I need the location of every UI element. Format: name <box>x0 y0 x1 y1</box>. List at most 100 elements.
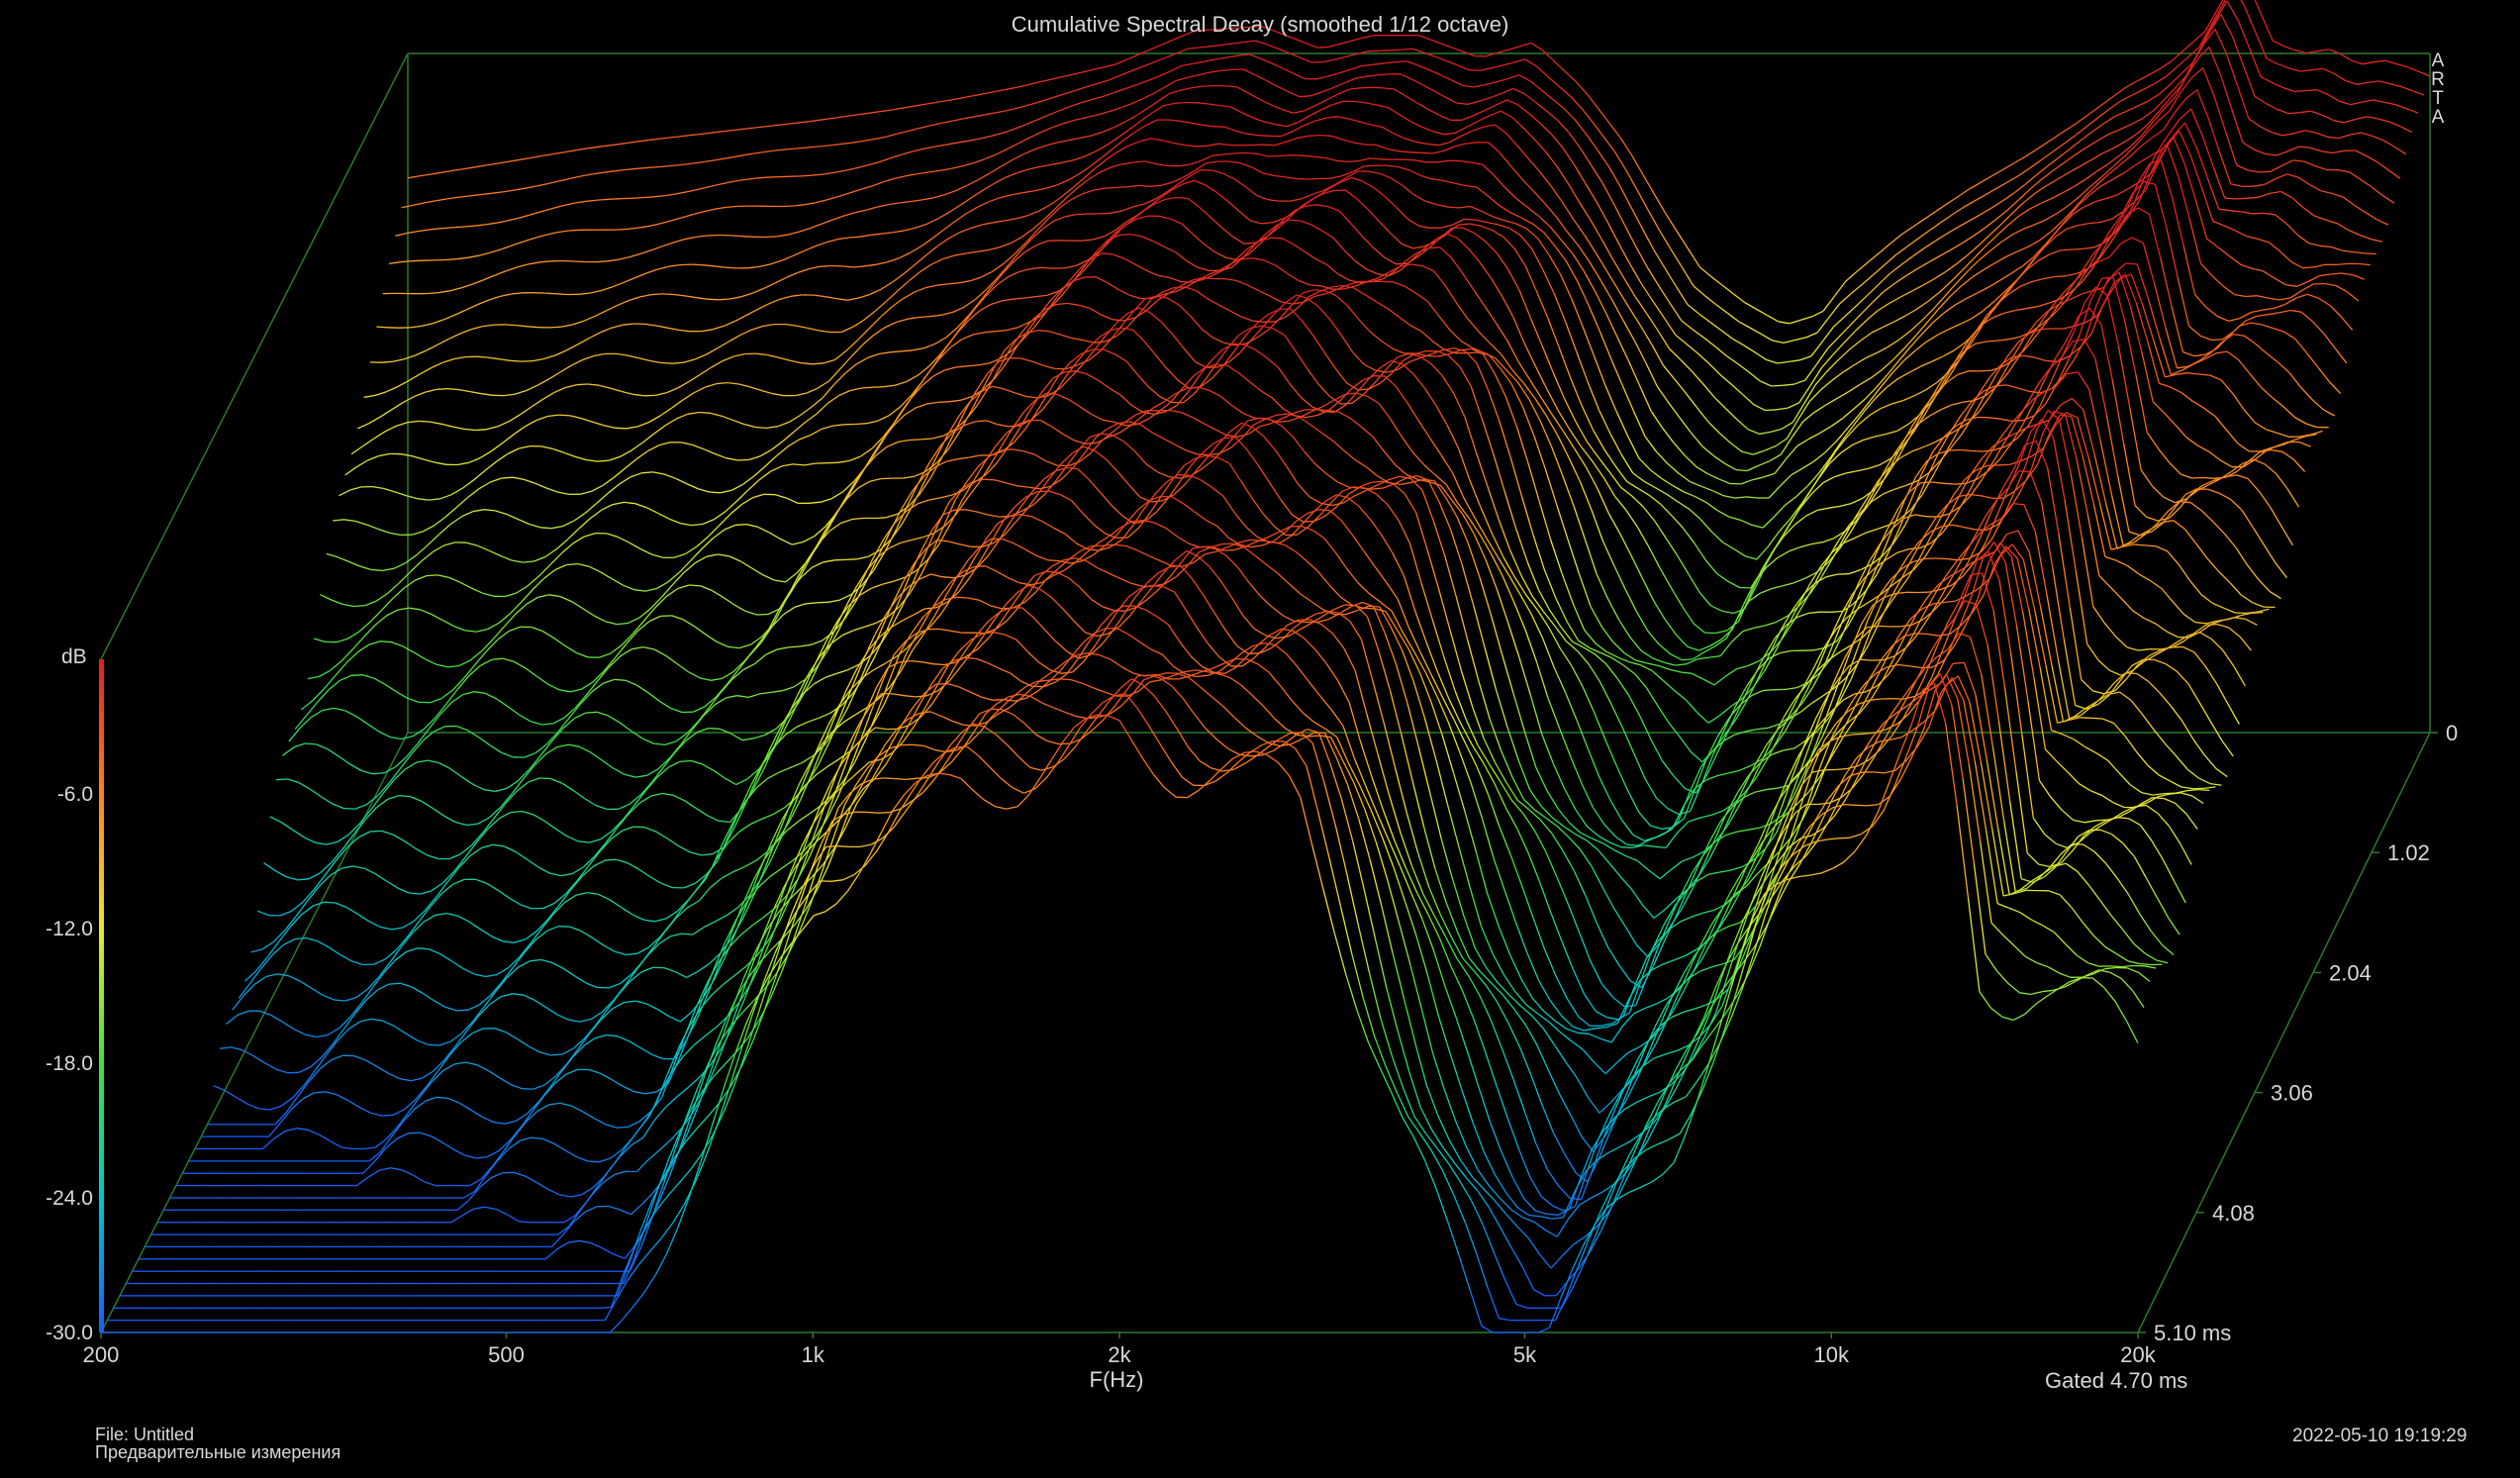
slice-segment <box>732 660 745 673</box>
floor-right-edge <box>2137 732 2431 1333</box>
slice-segment <box>1732 293 1745 304</box>
slice-segment <box>2248 118 2261 128</box>
slice-segment <box>1114 421 1126 427</box>
slice-segment <box>467 254 480 258</box>
slice-segment <box>2259 170 2271 173</box>
slice-segment <box>2314 215 2327 221</box>
slice-segment <box>673 293 686 297</box>
slice-segment <box>1820 551 1833 567</box>
slice-segment <box>1681 320 1694 331</box>
slice-segment <box>1557 435 1570 458</box>
slice-segment <box>809 501 822 504</box>
slice-segment <box>1035 393 1049 413</box>
slice-segment <box>1427 108 1440 116</box>
slice-segment <box>1535 661 1549 699</box>
slice-segment <box>918 125 930 130</box>
slice-segment <box>1351 37 1363 42</box>
slice-segment <box>1527 462 1540 502</box>
slice-segment <box>1790 503 1802 520</box>
slice-segment <box>2204 352 2217 360</box>
slice-segment <box>415 349 428 356</box>
slice-segment <box>2065 272 2078 277</box>
slice-segment <box>1008 270 1019 278</box>
slice-segment <box>1393 133 1405 140</box>
slice-segment <box>1041 394 1055 411</box>
slice-segment <box>343 807 355 810</box>
slice-segment <box>346 837 360 847</box>
slice-segment <box>1558 347 1572 379</box>
slice-segment <box>418 229 430 233</box>
slice-segment <box>1566 621 1580 641</box>
slice-segment <box>1362 180 1375 189</box>
slice-segment <box>973 295 987 311</box>
slice-segment <box>2058 287 2072 305</box>
slice-segment <box>1743 345 1756 353</box>
slice-segment <box>851 517 864 521</box>
slice-segment <box>1130 98 1143 105</box>
slice-segment <box>1116 325 1129 337</box>
slice-segment <box>1677 821 1690 834</box>
slice-segment <box>1837 524 1851 542</box>
slice-segment <box>1260 390 1273 399</box>
slice-segment <box>1445 484 1459 504</box>
slice-segment <box>2400 126 2413 134</box>
decay-slice <box>357 108 2382 485</box>
slice-segment <box>1299 95 1311 98</box>
slice-segment <box>894 510 908 524</box>
slice-segment <box>1420 331 1434 343</box>
slice-segment <box>554 349 567 356</box>
slice-segment <box>1584 540 1598 574</box>
slice-segment <box>1671 806 1685 830</box>
slice-segment <box>549 552 562 565</box>
slice-segment <box>448 576 461 583</box>
slice-segment <box>1606 651 1619 658</box>
slice-segment <box>2110 495 2124 545</box>
slice-segment <box>1864 387 1877 400</box>
slice-segment <box>2330 272 2343 275</box>
slice-segment <box>468 193 481 197</box>
slice-segment <box>568 703 582 719</box>
slice-segment <box>1459 205 1471 209</box>
slice-segment <box>795 392 807 397</box>
slice-segment <box>1895 246 1908 256</box>
slice-segment <box>1555 598 1568 623</box>
slice-segment <box>920 263 932 273</box>
slice-segment <box>1343 249 1357 262</box>
slice-segment <box>995 432 1008 447</box>
slice-segment <box>1322 189 1335 195</box>
slice-segment <box>1620 846 1633 849</box>
slice-segment <box>1702 383 1715 398</box>
slice-segment <box>431 613 443 622</box>
slice-segment <box>2026 382 2040 404</box>
slice-segment <box>631 645 643 650</box>
slice-segment <box>831 491 844 500</box>
slice-segment <box>1118 421 1130 425</box>
slice-segment <box>1623 278 1637 298</box>
slice-segment <box>1751 524 1764 529</box>
slice-segment <box>2229 255 2242 265</box>
slice-segment <box>378 452 391 457</box>
slice-segment <box>388 261 401 265</box>
slice-segment <box>1696 712 1709 724</box>
slice-segment <box>1707 421 1720 434</box>
slice-segment <box>1604 384 1617 412</box>
slice-segment <box>1040 127 1053 134</box>
slice-segment <box>2334 347 2348 364</box>
slice-segment <box>614 678 627 681</box>
slice-segment <box>844 600 857 620</box>
slice-segment <box>1444 132 1456 136</box>
slice-segment <box>1018 137 1030 145</box>
slice-segment <box>1008 106 1020 112</box>
slice-segment <box>413 909 427 922</box>
slice-segment <box>1261 325 1274 330</box>
slice-segment <box>1683 788 1696 820</box>
slice-segment <box>1495 323 1508 342</box>
slice-segment <box>1728 769 1740 774</box>
slice-segment <box>466 542 478 546</box>
slice-segment <box>738 643 751 649</box>
slice-segment <box>377 528 390 534</box>
slice-segment <box>934 336 947 345</box>
slice-segment <box>560 873 573 877</box>
slice-segment <box>300 700 314 711</box>
